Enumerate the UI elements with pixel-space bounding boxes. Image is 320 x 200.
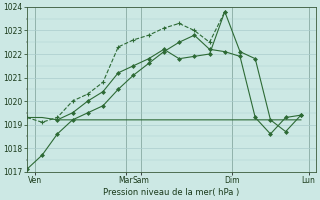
- X-axis label: Pression niveau de la mer( hPa ): Pression niveau de la mer( hPa ): [103, 188, 240, 197]
